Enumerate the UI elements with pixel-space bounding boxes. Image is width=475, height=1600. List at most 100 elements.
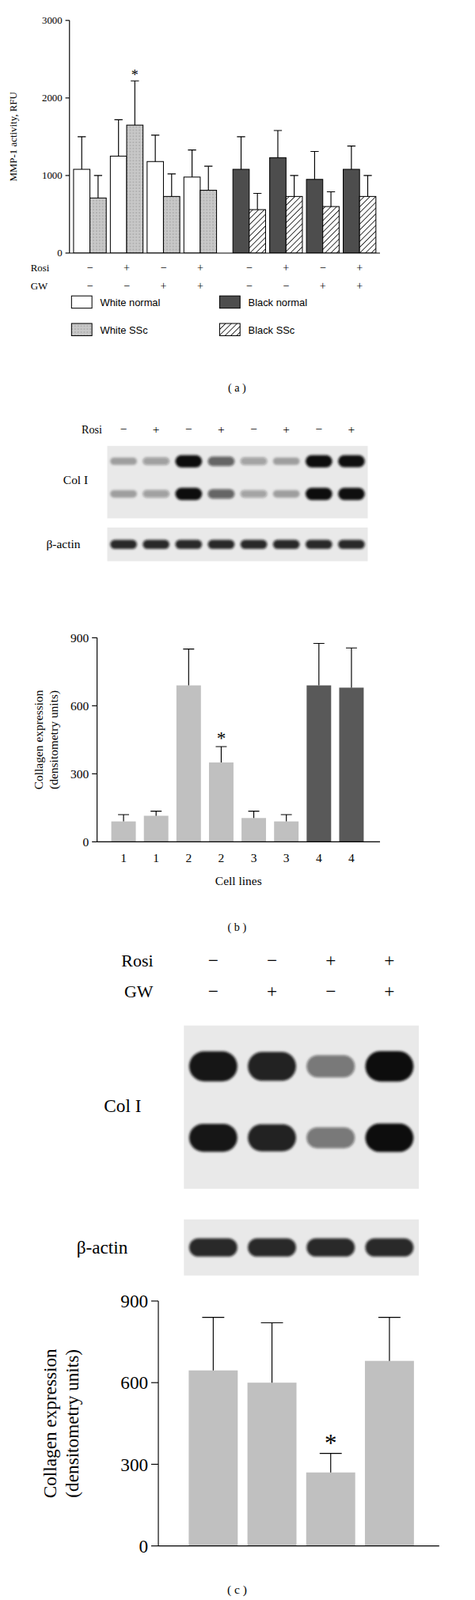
error-bar (130, 80, 139, 126)
x-tick-label: 1 (152, 851, 160, 866)
y-tick (91, 638, 97, 639)
bar (111, 822, 137, 844)
bar (249, 209, 266, 254)
y-tick (151, 1546, 159, 1548)
error-bar-cap (201, 1318, 225, 1319)
legend-swatch (71, 296, 92, 308)
row-sign: + (319, 279, 327, 293)
row-sign: − (250, 422, 258, 437)
actin-band (110, 540, 137, 551)
y-tick-label: 900 (70, 631, 89, 646)
row-sign: + (197, 261, 204, 274)
error-bar (289, 175, 298, 197)
col-band (110, 457, 137, 465)
actin-band (240, 540, 268, 551)
error-bar-stem (97, 175, 99, 198)
bar (73, 169, 91, 254)
col-band (273, 490, 301, 498)
actin-band (142, 540, 170, 551)
col-band (110, 490, 137, 498)
error-bar-stem (117, 119, 119, 156)
error-bar-stem (277, 130, 278, 158)
blot-membrane (183, 1026, 419, 1190)
x-axis-label: Cell lines (215, 874, 263, 889)
error-bar-stem (388, 1318, 390, 1363)
bar (176, 686, 202, 844)
y-tick (91, 774, 97, 776)
actin-band (364, 1239, 414, 1258)
error-bar-cap (347, 145, 356, 147)
error-bar-stem (350, 146, 352, 170)
y-axis-line (157, 1302, 159, 1548)
y-axis-line (96, 638, 98, 843)
bar (306, 1474, 356, 1548)
error-bar-cap (114, 119, 123, 121)
y-tick-label: 900 (120, 1292, 149, 1313)
bar (144, 816, 169, 843)
actin-membrane (183, 1220, 419, 1277)
error-bar (117, 815, 130, 823)
bar (126, 125, 144, 254)
y-tick (91, 706, 97, 707)
y-tick-label: 1000 (41, 170, 63, 182)
y-tick-label: 300 (70, 767, 89, 782)
col-band (174, 455, 202, 468)
error-bar-stem (171, 174, 172, 197)
actin-band (306, 1239, 355, 1258)
error-bar-stem (330, 192, 331, 208)
blot-membrane (107, 446, 369, 520)
col-band (247, 1124, 297, 1152)
panel-caption: ( a ) (228, 381, 247, 396)
error-bar (326, 192, 335, 208)
error-bar-stem (155, 812, 157, 817)
y-axis-label-line: Collagen expression (31, 690, 46, 791)
row-sign: − (123, 279, 130, 293)
control-label: β-actin (76, 1238, 129, 1259)
y-tick (151, 1301, 159, 1303)
bands (189, 1052, 414, 1154)
error-bar-stem (318, 644, 320, 687)
significance: * (324, 1430, 337, 1459)
row-sign: − (159, 261, 167, 274)
bar (183, 177, 201, 254)
bar (323, 206, 340, 254)
row-label: Rosi (121, 951, 153, 972)
error-bar-cap (378, 1318, 401, 1319)
bar (163, 196, 180, 254)
error-bar (151, 135, 160, 162)
legend-label: Black SSc (248, 324, 296, 337)
significance: * (216, 728, 227, 749)
bar (273, 822, 299, 844)
y-tick (151, 1383, 159, 1385)
error-bar-stem (271, 1324, 273, 1385)
x-tick-label: 3 (283, 851, 290, 866)
y-tick (151, 1465, 159, 1467)
y-axis-label-line: MMP-1 activity, RFU (7, 91, 19, 182)
col-band (208, 489, 236, 499)
col-band (338, 488, 365, 501)
error-bar-stem (155, 135, 156, 162)
row-sign: + (383, 981, 395, 1003)
y-axis: 0300600900Collagen expression(densitomet… (31, 631, 380, 850)
row-sign: + (282, 261, 289, 274)
error-bar-cap (345, 648, 358, 650)
actin-bands (189, 1239, 414, 1258)
row-label: GW (124, 982, 154, 1003)
row-sign: − (87, 279, 94, 293)
col-band (142, 457, 170, 466)
bar (364, 1362, 415, 1548)
error-bar (150, 812, 162, 817)
y-axis-label-line: (densitometry units) (61, 1350, 83, 1500)
error-bar (345, 648, 358, 688)
x-tick-label: 2 (218, 851, 225, 866)
row-sign: + (356, 279, 363, 293)
y-tick (91, 842, 97, 844)
legend-label: White SSc (99, 324, 149, 337)
significance: * (131, 67, 139, 84)
row-sign: + (159, 279, 167, 293)
row-sign: − (325, 981, 336, 1003)
bar (306, 179, 323, 254)
row-sign: + (197, 279, 204, 293)
plot-area (188, 1318, 414, 1548)
row-sign: − (185, 422, 193, 437)
